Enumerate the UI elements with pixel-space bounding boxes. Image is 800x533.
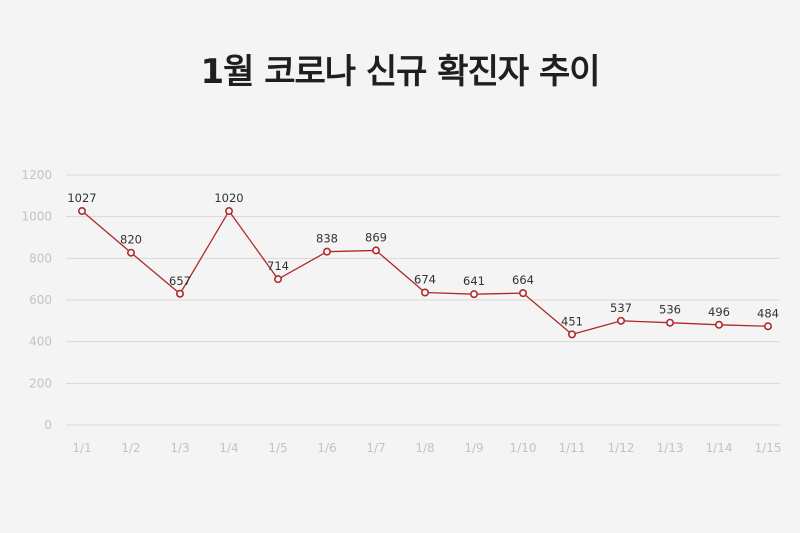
data-label: 869	[365, 230, 387, 244]
x-axis-ticks: 1/1 1/2 1/3 1/4 1/5 1/6 1/7 1/8 1/9 1/10 1/11 1/12 1…	[72, 441, 781, 455]
x-tick-label: 1/4	[219, 441, 238, 455]
data-label: 1020	[214, 191, 243, 205]
x-tick-label: 1/14	[706, 441, 733, 455]
y-tick-label: 400	[29, 335, 52, 349]
x-tick-label: 1/7	[366, 441, 385, 455]
data-label: 451	[561, 314, 583, 328]
y-tick-label: 600	[29, 293, 52, 307]
x-tick-label: 1/9	[464, 441, 483, 455]
data-point	[127, 248, 136, 257]
y-tick-label: 1200	[21, 168, 52, 182]
data-label: 484	[757, 306, 779, 320]
data-labels: 1027 820 657 1020 714 838 869 674 641 664 451 537 53…	[67, 191, 779, 328]
y-tick-label: 200	[29, 376, 52, 390]
x-tick-label: 1/13	[657, 441, 684, 455]
data-point	[78, 207, 87, 216]
data-point	[273, 275, 282, 284]
data-points	[78, 207, 772, 339]
data-point	[665, 318, 674, 327]
x-tick-label: 1/10	[510, 441, 537, 455]
data-point	[371, 246, 380, 255]
x-tick-label: 1/5	[268, 441, 287, 455]
data-label: 536	[659, 303, 681, 317]
x-tick-label: 1/11	[559, 441, 586, 455]
data-label: 820	[120, 233, 142, 247]
data-label: 537	[610, 301, 632, 315]
x-tick-label: 1/8	[415, 441, 434, 455]
data-label: 674	[414, 273, 436, 287]
data-point	[176, 289, 185, 298]
data-point	[322, 247, 331, 256]
x-tick-label: 1/2	[121, 441, 140, 455]
x-tick-label: 1/3	[170, 441, 189, 455]
data-label: 714	[267, 259, 289, 273]
data-point	[225, 207, 234, 216]
y-tick-label: 1000	[21, 210, 52, 224]
data-point	[714, 320, 723, 329]
data-point	[567, 330, 576, 339]
x-tick-label: 1/15	[755, 441, 782, 455]
chart-title: 1월 코로나 신규 확진자 추이	[200, 52, 600, 92]
data-point	[420, 288, 429, 297]
x-tick-label: 1/6	[317, 441, 336, 455]
data-label: 496	[708, 305, 730, 319]
grid-lines	[66, 174, 780, 426]
y-axis-ticks: 0 200 400 600 800 1000 1200	[21, 168, 52, 432]
data-label: 664	[512, 273, 534, 287]
data-point	[763, 322, 772, 331]
data-label: 838	[316, 232, 338, 246]
data-label: 1027	[67, 191, 96, 205]
data-label: 641	[463, 274, 485, 288]
data-label: 657	[169, 274, 191, 288]
x-tick-label: 1/12	[608, 441, 635, 455]
y-tick-label: 0	[44, 418, 52, 432]
data-point	[469, 290, 478, 299]
y-tick-label: 800	[29, 251, 52, 265]
x-tick-label: 1/1	[72, 441, 91, 455]
data-point	[518, 289, 527, 298]
data-point	[616, 316, 625, 325]
